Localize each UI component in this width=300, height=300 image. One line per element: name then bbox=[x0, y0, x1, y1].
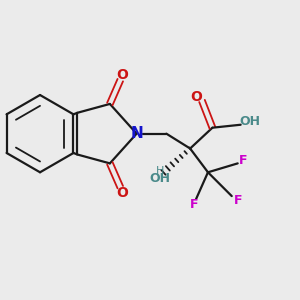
Text: F: F bbox=[233, 194, 242, 207]
Text: O: O bbox=[191, 90, 203, 104]
Text: N: N bbox=[130, 126, 143, 141]
Text: O: O bbox=[116, 68, 128, 82]
Text: H: H bbox=[156, 166, 164, 176]
Text: O: O bbox=[116, 185, 128, 200]
Text: F: F bbox=[238, 154, 247, 167]
Text: OH: OH bbox=[149, 172, 170, 185]
Text: OH: OH bbox=[240, 115, 261, 128]
Text: F: F bbox=[190, 199, 199, 212]
